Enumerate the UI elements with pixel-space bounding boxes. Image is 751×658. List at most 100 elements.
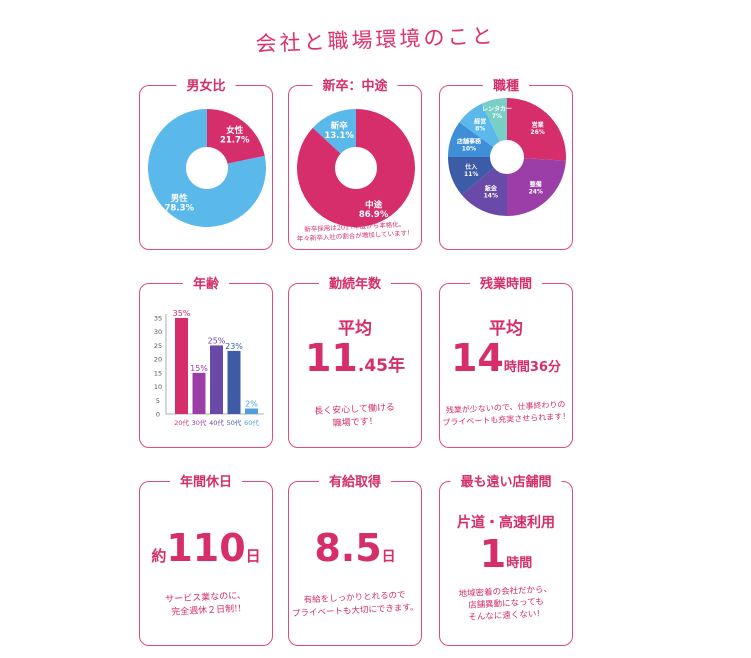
pie-slice: [312, 109, 356, 154]
bar: [175, 318, 188, 414]
distance-card: 最も遠い店舗間 片道・高速利用 1時間 地域密着の会社だから、 店舗異動になって…: [439, 471, 573, 646]
distance-unit: 時間: [506, 556, 533, 571]
bar: [192, 372, 206, 414]
slice-label: 中途: [365, 199, 383, 210]
pie-slice: [461, 167, 507, 216]
card-title: 職種: [482, 75, 530, 94]
bar-value-label: 25%: [208, 336, 226, 345]
slice-value: 78.3%: [165, 204, 195, 214]
tenure-value: 11.45年: [289, 336, 421, 380]
overtime-minutes-unit: 分: [547, 360, 561, 375]
slice-value: 8%: [475, 126, 485, 133]
overtime-minutes: 36: [529, 360, 548, 375]
x-tick-label: 50代: [227, 418, 242, 427]
bar-value-label: 15%: [190, 364, 208, 373]
x-tick-label: 30代: [192, 418, 207, 427]
y-tick-label: 20: [154, 356, 162, 364]
page-title: 会社と職場環境のこと: [255, 23, 496, 57]
age-bar-chart: 0 5 10 15 20 25 30 35 35% 20代 15% 30代 25% 40代 23% 50代2%…: [154, 309, 264, 427]
card-title: 年間休日: [169, 471, 243, 490]
bar-value-label: 2%: [245, 400, 258, 409]
slice-value: 26%: [530, 129, 544, 136]
paid-leave-value: 8.5日: [289, 526, 421, 570]
holidays-unit: 日: [245, 547, 261, 565]
paid-leave-unit: 日: [381, 549, 396, 565]
overtime-hours: 14: [450, 336, 504, 380]
bar: [210, 345, 223, 414]
holidays-prefix: 約: [151, 547, 167, 565]
pie-slice: [297, 109, 415, 227]
tenure-unit: 年: [388, 356, 405, 376]
slice-label: 新卒: [331, 121, 349, 132]
slice-value: 21.7%: [220, 135, 250, 145]
hiring-card: 新卒：中途 新卒 13.1% 中途 86.9% 新卒採用は2017年度から本格化。 年…: [288, 75, 422, 250]
y-tick-label: 5: [156, 397, 160, 405]
card-title: 新卒：中途: [312, 75, 398, 94]
overtime-label: 平均: [489, 319, 523, 339]
slice-label: 鈑金: [485, 184, 498, 192]
bar: [245, 408, 258, 414]
distance-label: 片道・高速利用: [457, 515, 555, 531]
tenure-card: 勤続年数 平均 11.45年 長く安心して働ける 職場です！: [288, 273, 422, 448]
y-tick-label: 0: [156, 411, 160, 419]
pie-slice: [481, 98, 507, 142]
pie-slice: [448, 157, 494, 195]
overtime-note: 残業が少ないので、仕事終わりの プライベートも充実させられます！: [439, 399, 572, 430]
slice-value: 86.9%: [359, 210, 389, 220]
distance-value: 1時間: [440, 532, 572, 576]
slice-label: レンタカー: [482, 105, 512, 113]
age-card: 年齢 0 5 10 15 20 25 30 35 35% 20代 15% 30代 25% 40代 23% 50…: [139, 273, 273, 448]
tenure-decimal: .45: [357, 356, 388, 376]
bar-value-label: 23%: [225, 342, 243, 351]
slice-label: 仕入: [464, 163, 477, 171]
tenure-label: 平均: [338, 319, 372, 339]
distance-number: 1: [479, 532, 507, 576]
bar: [227, 350, 241, 414]
slice-value: 10%: [462, 146, 476, 153]
y-tick-label: 30: [154, 328, 162, 336]
pie-slice: [459, 103, 500, 148]
pie-slice: [148, 109, 266, 227]
overtime-hours-unit: 時間: [503, 360, 530, 375]
slice-label: 整備: [529, 181, 542, 189]
card-title: 残業時間: [469, 273, 543, 292]
slice-value: 13.1%: [324, 131, 354, 141]
y-tick-label: 25: [154, 342, 162, 350]
slice-label: 男性: [171, 193, 189, 204]
card-title: 男女比: [176, 75, 236, 94]
slice-label: 店舗事務: [457, 138, 482, 146]
pie-slice: [207, 109, 265, 164]
distance-note: 地域密着の会社だから、 店舗異動になっても そんなに遠くない！: [439, 583, 573, 626]
card-title: 年齢: [182, 273, 230, 292]
pie-slice: [507, 98, 566, 161]
holidays-value: 約110日: [140, 526, 272, 570]
gender-card: 男女比 女性 21.7% 男性 78.3%: [139, 75, 273, 250]
holidays-card: 年間休日 約110日 サービス業なのに、 完全週休２日制!!: [139, 471, 273, 646]
y-tick-label: 35: [154, 315, 162, 323]
jobs-card: 職種 営業 26% 整備 24% 鈑金 14% 仕入 11% 店舗事務 10% 経営 8% レンタカー 7…: [439, 75, 573, 250]
holidays-number: 110: [166, 526, 246, 570]
pie-slice: [448, 122, 494, 157]
slice-label: 営業: [532, 121, 545, 129]
card-title: 最も遠い店舗間: [450, 471, 562, 490]
pie-slice: [507, 158, 566, 216]
y-tick-label: 15: [154, 369, 162, 377]
holidays-note: サービス業なのに、 完全週休２日制!!: [139, 589, 272, 622]
bar-value-label: 35%: [173, 309, 191, 318]
slice-label: 女性: [226, 125, 244, 136]
card-title: 有給取得: [318, 471, 392, 490]
overtime-value: 14時間36分: [440, 336, 572, 380]
slice-value: 24%: [529, 189, 543, 196]
x-tick-label: 40代: [209, 418, 224, 427]
card-title: 勤続年数: [318, 273, 392, 292]
paid-leave-card: 有給取得 8.5日 有給をしっかりとれるので プライベートも大切にできます。: [288, 471, 422, 646]
slice-value: 14%: [484, 192, 498, 199]
slice-label: 経営: [474, 118, 486, 126]
slice-value: 11%: [464, 171, 478, 178]
x-tick-label: 20代: [174, 418, 189, 427]
slice-value: 7%: [492, 113, 502, 120]
x-tick-label: 60代: [244, 418, 259, 427]
